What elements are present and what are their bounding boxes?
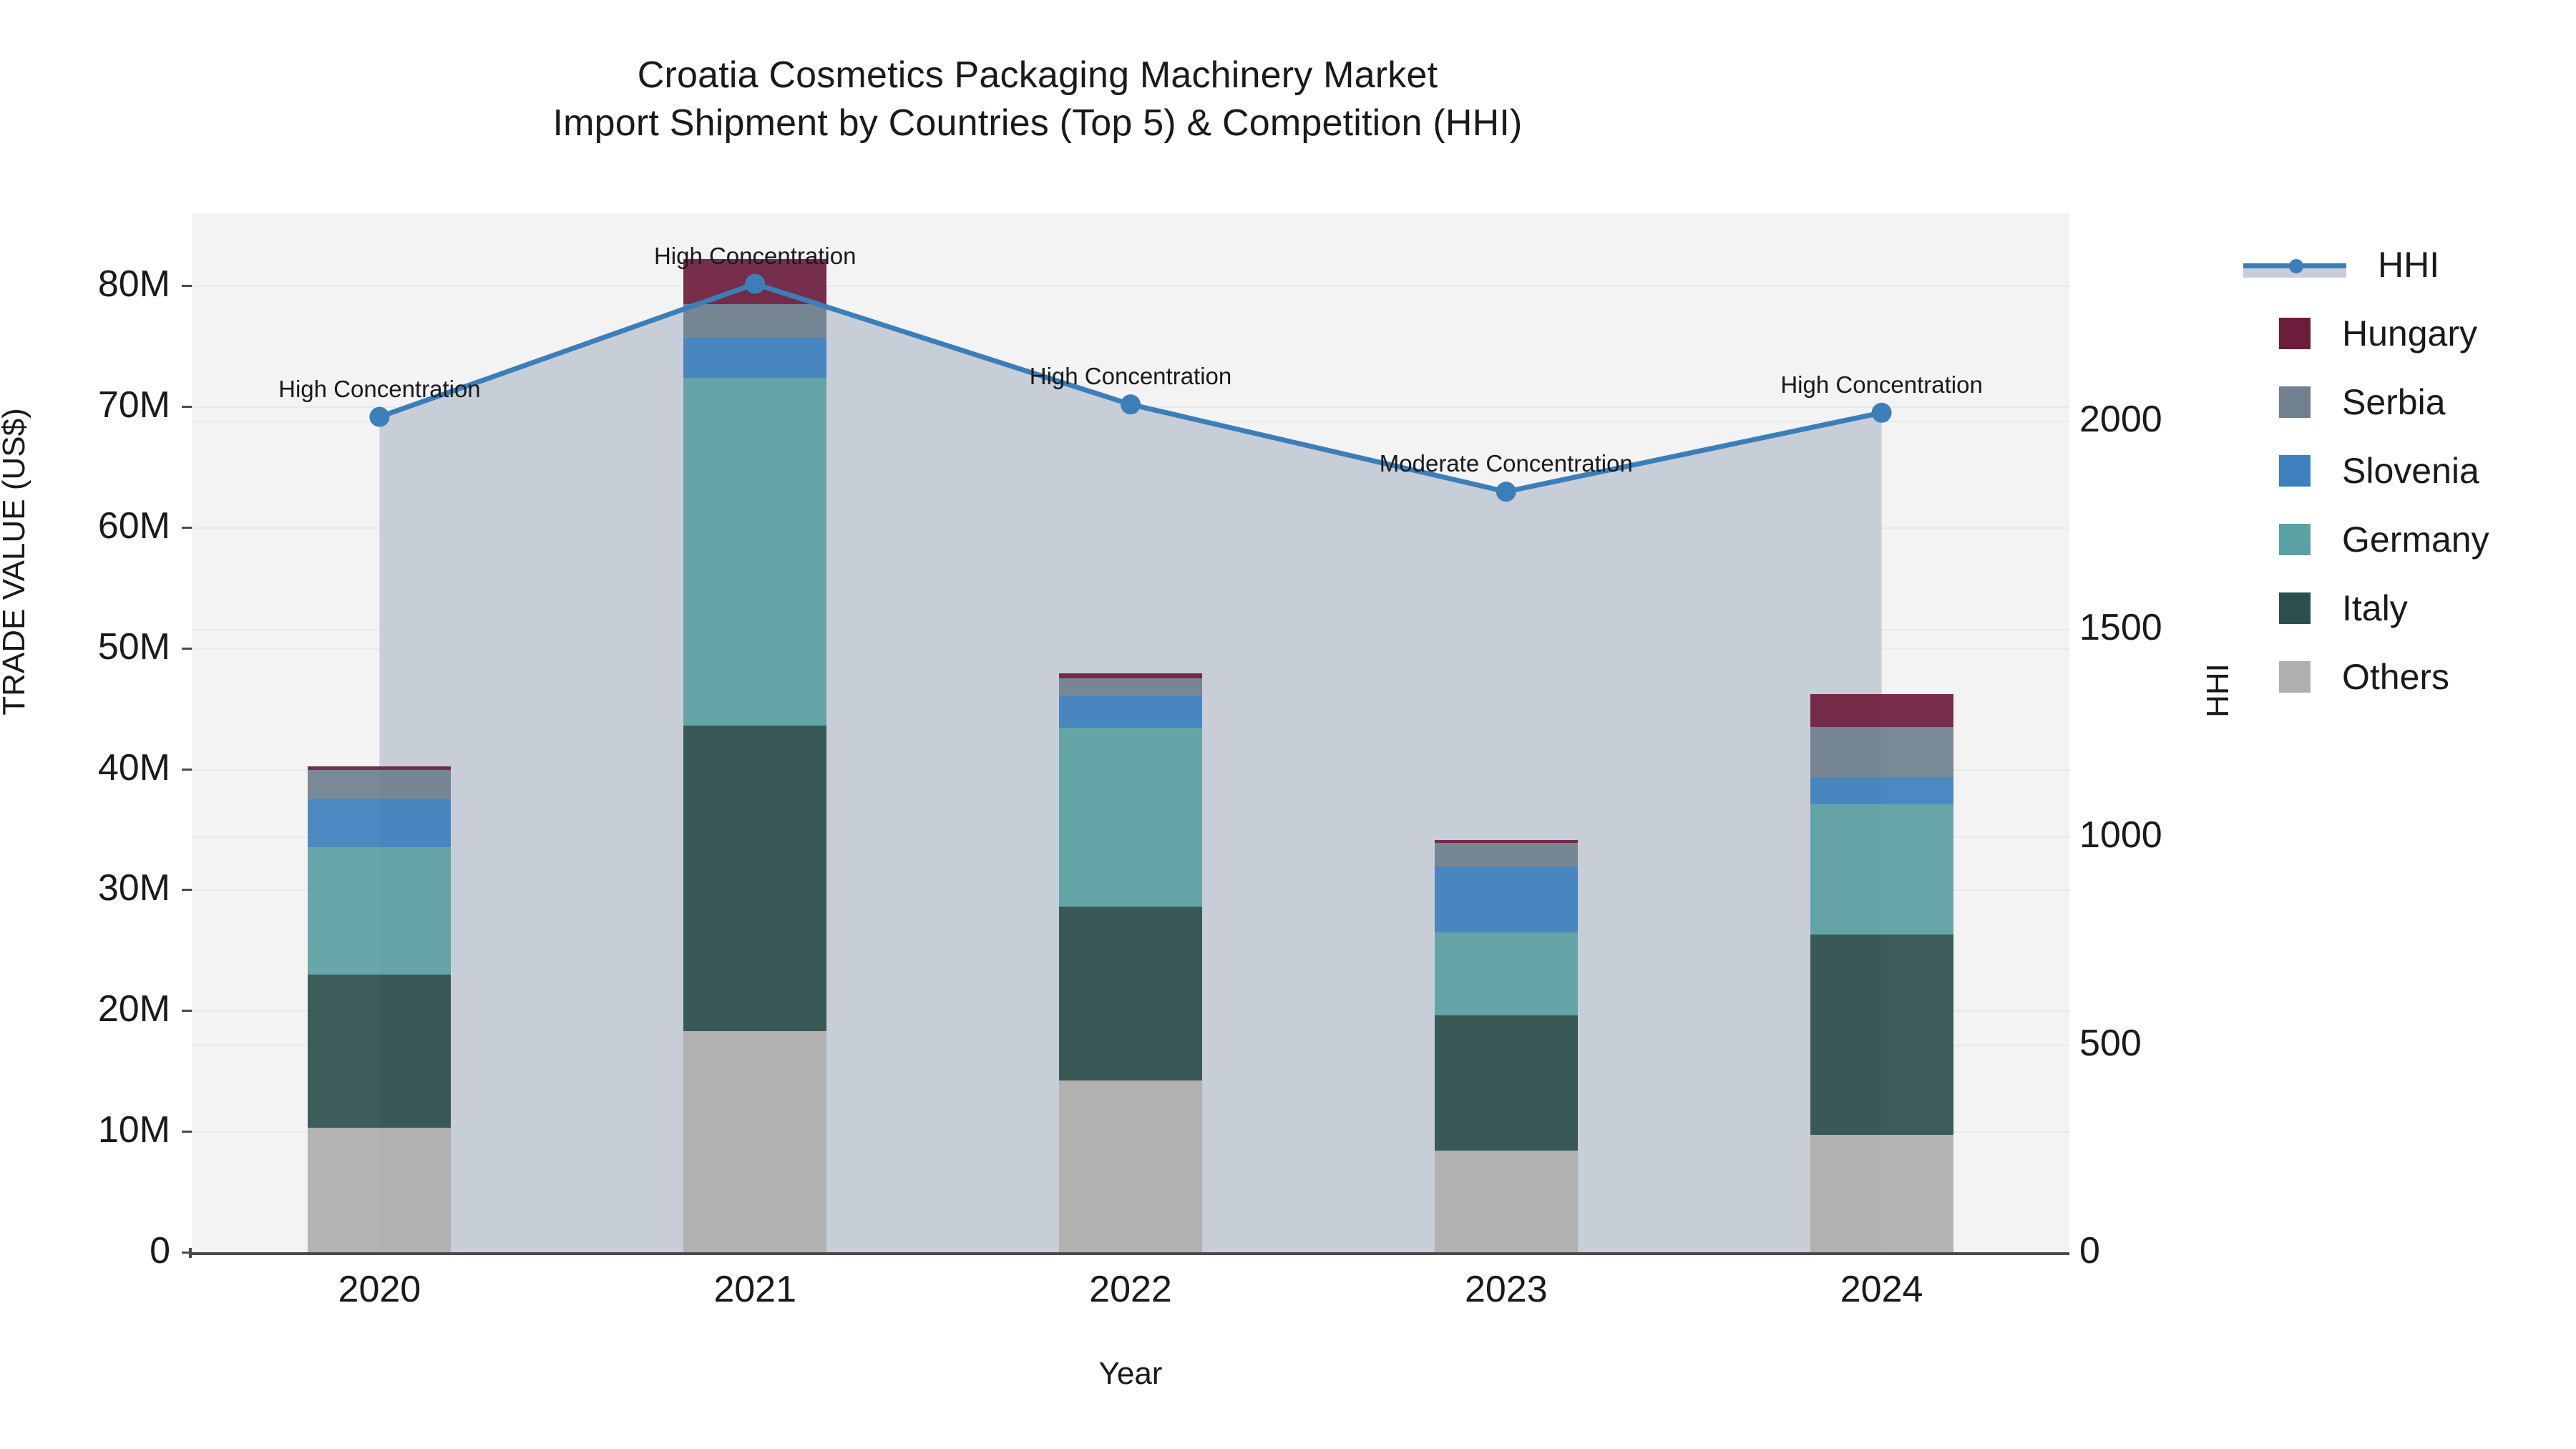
legend-item-hhi[interactable]: HHI xyxy=(2243,230,2489,299)
gridline-right xyxy=(192,628,2069,630)
legend-item-label: HHI xyxy=(2378,245,2440,285)
legend-marker-dot-icon xyxy=(2289,259,2303,273)
bar-segment-hungary[interactable] xyxy=(308,766,452,771)
bar-segment-others[interactable] xyxy=(683,1031,827,1252)
y-axis-tick-label-left: 10M xyxy=(97,1109,170,1151)
bar-segment-serbia[interactable] xyxy=(683,303,827,338)
bar-segment-serbia[interactable] xyxy=(1059,678,1202,697)
gridline-left xyxy=(192,648,2069,650)
legend-item-hungary[interactable]: Hungary xyxy=(2243,299,2489,368)
y-axis-tick-label-right: 1500 xyxy=(2079,606,2162,648)
bar-segment-others[interactable] xyxy=(308,1128,452,1252)
legend-color-swatch xyxy=(2279,455,2311,487)
bar-segment-germany[interactable] xyxy=(1434,932,1578,1016)
bar-segment-hungary[interactable] xyxy=(1434,840,1578,843)
y-axis-tick-label-left: 70M xyxy=(97,384,170,426)
legend-color-swatch xyxy=(2279,592,2311,624)
y-axis-tick-mark-left xyxy=(182,406,192,409)
chart-title-line1: Croatia Cosmetics Packaging Machinery Ma… xyxy=(637,54,1438,96)
bar-segment-germany[interactable] xyxy=(1059,728,1202,907)
y-axis-tick-mark-left xyxy=(182,889,192,892)
legend-line-icon xyxy=(2243,249,2346,280)
legend-item-label: Serbia xyxy=(2342,382,2446,422)
bar-segment-italy[interactable] xyxy=(1434,1015,1578,1151)
gridline-right xyxy=(192,421,2069,423)
gridline-left xyxy=(192,286,2069,288)
y-axis-tick-base xyxy=(189,1248,192,1258)
y-axis-tick-mark-left xyxy=(182,647,192,650)
legend-color-swatch xyxy=(2279,386,2311,418)
y-axis-tick-label-right: 500 xyxy=(2079,1022,2142,1064)
y-axis-tick-label-left: 40M xyxy=(97,746,170,789)
bar-segment-slovenia[interactable] xyxy=(1434,867,1578,932)
hhi-annotation: Moderate Concentration xyxy=(1379,450,1633,477)
y-axis-tick-label-left: 20M xyxy=(97,988,170,1030)
x-axis-tick-label: 2021 xyxy=(713,1269,797,1310)
y-axis-tick-mark-left xyxy=(182,526,192,529)
legend-item-italy[interactable]: Italy xyxy=(2243,574,2489,643)
x-axis-tick-label: 2024 xyxy=(1840,1269,1923,1310)
legend-item-slovenia[interactable]: Slovenia xyxy=(2243,436,2489,505)
gridline-left xyxy=(192,406,2069,409)
bar-segment-others[interactable] xyxy=(1434,1151,1578,1252)
bar-segment-italy[interactable] xyxy=(683,725,827,1032)
x-axis-tick-label: 2023 xyxy=(1464,1269,1548,1310)
gridline-left xyxy=(192,527,2069,529)
y-axis-tick-mark-left xyxy=(182,768,192,771)
y-axis-tick-label-right: 2000 xyxy=(2079,399,2162,441)
y-axis-tick-label-left: 80M xyxy=(97,263,170,306)
x-axis-tick-label: 2020 xyxy=(338,1269,421,1310)
y-axis-tick-label-left: 30M xyxy=(97,867,170,909)
x-axis-line xyxy=(192,1252,2069,1255)
y-axis-tick-mark-left xyxy=(182,1010,192,1013)
legend-item-label: Others xyxy=(2342,657,2450,697)
hhi-annotation: High Concentration xyxy=(1780,371,1983,398)
bar-segment-serbia[interactable] xyxy=(1434,842,1578,867)
legend-item-serbia[interactable]: Serbia xyxy=(2243,368,2489,436)
legend-color-swatch xyxy=(2279,661,2311,693)
y-axis-title-right: HHI xyxy=(2200,663,2235,718)
bar-segment-others[interactable] xyxy=(1059,1080,1202,1252)
bar-segment-others[interactable] xyxy=(1810,1135,1953,1252)
y-axis-tick-mark-left xyxy=(182,285,192,288)
bar-segment-slovenia[interactable] xyxy=(308,799,452,848)
bar-segment-italy[interactable] xyxy=(1810,934,1953,1136)
legend-item-label: Italy xyxy=(2342,588,2408,628)
legend-item-label: Germany xyxy=(2342,519,2489,560)
y-axis-tick-label-right: 1000 xyxy=(2079,814,2162,857)
legend-color-swatch xyxy=(2279,318,2311,349)
chart-title-line2: Import Shipment by Countries (Top 5) & C… xyxy=(552,102,1523,144)
chart-title: Croatia Cosmetics Packaging Machinery Ma… xyxy=(0,52,2075,147)
bar-segment-serbia[interactable] xyxy=(1810,726,1953,778)
legend-item-others[interactable]: Others xyxy=(2243,643,2489,711)
x-axis-tick-label: 2022 xyxy=(1089,1269,1172,1310)
y-axis-title-left: TRADE VALUE (US$) xyxy=(0,408,31,716)
bar-segment-germany[interactable] xyxy=(308,847,452,975)
bar-segment-slovenia[interactable] xyxy=(683,337,827,378)
y-axis-tick-label-right: 0 xyxy=(2079,1230,2100,1272)
bar-segment-hungary[interactable] xyxy=(1810,693,1953,727)
legend-item-label: Slovenia xyxy=(2342,451,2479,491)
legend-color-swatch xyxy=(2279,524,2311,555)
bar-segment-italy[interactable] xyxy=(1059,907,1202,1081)
bar-segment-germany[interactable] xyxy=(1810,804,1953,935)
legend-item-germany[interactable]: Germany xyxy=(2243,505,2489,574)
hhi-annotation: High Concentration xyxy=(278,375,481,402)
y-axis-tick-mark-left xyxy=(182,1252,192,1254)
bar-segment-germany[interactable] xyxy=(683,377,827,726)
y-axis-tick-label-left: 50M xyxy=(97,625,170,668)
legend-item-label: Hungary xyxy=(2342,313,2477,353)
bar-segment-hungary[interactable] xyxy=(1059,673,1202,679)
chart-legend: HHI Hungary Serbia Slovenia Germany Italy Othe… xyxy=(2243,230,2489,711)
x-axis-title: Year xyxy=(1098,1356,1163,1391)
bar-segment-slovenia[interactable] xyxy=(1059,696,1202,728)
y-axis-tick-mark-left xyxy=(182,1131,192,1133)
bar-segment-serbia[interactable] xyxy=(308,770,452,799)
hhi-annotation: High Concentration xyxy=(1029,363,1232,390)
hhi-annotation: High Concentration xyxy=(653,242,857,269)
y-axis-tick-label-left: 60M xyxy=(97,504,170,547)
bar-segment-slovenia[interactable] xyxy=(1810,777,1953,804)
y-axis-tick-label-left: 0 xyxy=(150,1230,170,1272)
bar-segment-italy[interactable] xyxy=(308,974,452,1128)
